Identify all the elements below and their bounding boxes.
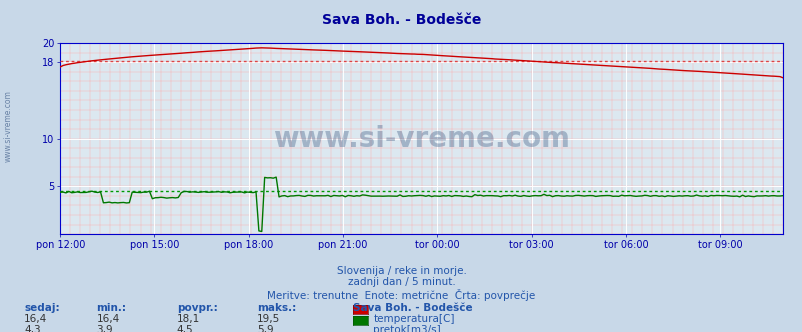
Text: Sava Boh. - Bodešče: Sava Boh. - Bodešče: [353, 303, 472, 313]
Text: Meritve: trenutne  Enote: metrične  Črta: povprečje: Meritve: trenutne Enote: metrične Črta: …: [267, 289, 535, 301]
Text: 4,3: 4,3: [24, 325, 41, 332]
Text: pretok[m3/s]: pretok[m3/s]: [373, 325, 440, 332]
Text: zadnji dan / 5 minut.: zadnji dan / 5 minut.: [347, 277, 455, 287]
Text: 3,9: 3,9: [96, 325, 113, 332]
Text: www.si-vreme.com: www.si-vreme.com: [273, 124, 569, 153]
Text: Sava Boh. - Bodešče: Sava Boh. - Bodešče: [322, 13, 480, 27]
Text: 4,5: 4,5: [176, 325, 193, 332]
Text: www.si-vreme.com: www.si-vreme.com: [3, 90, 13, 162]
Text: maks.:: maks.:: [257, 303, 296, 313]
Text: temperatura[C]: temperatura[C]: [373, 314, 454, 324]
Text: 16,4: 16,4: [24, 314, 47, 324]
Text: 18,1: 18,1: [176, 314, 200, 324]
Text: sedaj:: sedaj:: [24, 303, 59, 313]
Text: 16,4: 16,4: [96, 314, 119, 324]
Text: Slovenija / reke in morje.: Slovenija / reke in morje.: [336, 266, 466, 276]
Text: 5,9: 5,9: [257, 325, 273, 332]
Text: min.:: min.:: [96, 303, 126, 313]
Text: 19,5: 19,5: [257, 314, 280, 324]
Text: povpr.:: povpr.:: [176, 303, 217, 313]
